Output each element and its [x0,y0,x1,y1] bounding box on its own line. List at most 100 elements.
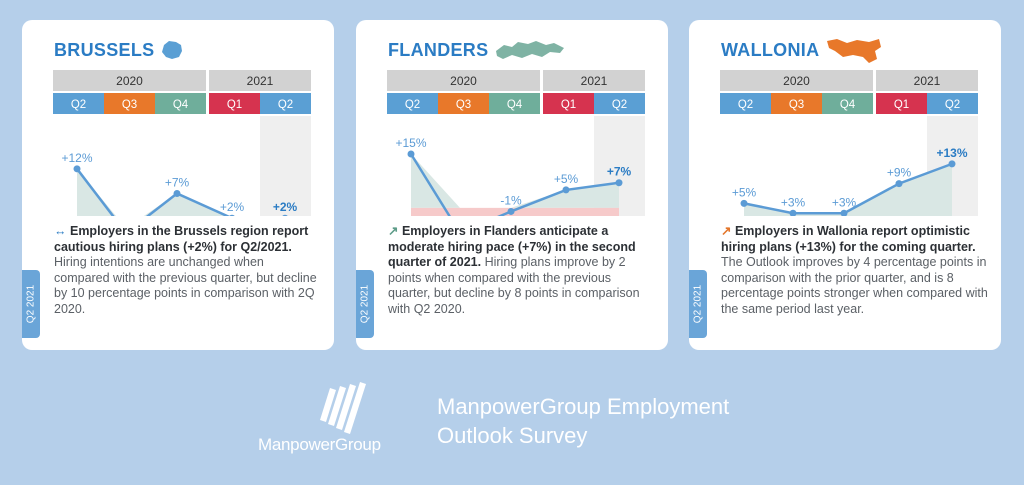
data-point [789,209,797,216]
wallonia-chart: 2020 2021 Q2 Q3 Q4 Q1 Q2 +5% +3% +3% +9% +13% [720,70,978,216]
quarter-label: Q4 [507,99,523,111]
quarter-cell [104,93,155,114]
data-label: -1% [115,215,137,216]
year-header-bar [543,70,645,91]
positive-area [744,163,952,216]
wallonia-title-row: WALLONIA [721,36,883,64]
data-label: +15% [395,136,426,150]
year-header-bar [876,70,978,91]
quarter-cell [260,93,311,114]
year-header-bar [720,70,873,91]
brussels-map-icon [162,41,183,59]
data-label: +13% [936,146,967,160]
year-label: 2020 [450,74,477,88]
flanders-map-icon [496,41,565,59]
flanders-card: FLANDERS 2020 2021 Q2 Q3 Q4 Q1 Q2 +15% -7% -1% +5%… [356,20,668,350]
survey-title-line1: ManpowerGroup Employment [437,394,730,419]
year-label: 2020 [116,74,143,88]
quarter-cell [489,93,540,114]
data-label: +7% [607,165,632,179]
data-point [615,179,623,187]
quarter-side-tab: Q2 2021 [689,270,707,338]
quarter-label: Q3 [122,99,137,111]
data-label: +5% [554,172,579,186]
year-header-bar [387,70,540,91]
quarter-cell [927,93,978,114]
quarter-cell [155,93,206,114]
data-point [73,165,81,173]
year-label: 2021 [581,74,608,88]
quarter-cell [594,93,645,114]
description-lead: Employers in the Brussels region report … [54,224,309,254]
quarter-label: Q2 [945,99,960,111]
description-body: The Outlook improves by 4 percentage poi… [721,255,988,316]
quarter-side-tab: Q2 2021 [22,270,40,338]
year-header-bar [209,70,311,91]
quarter-cell [720,93,771,114]
brussels-card: BRUSSELS 2020 2021 Q2 Q3 Q4 Q1 Q2 +12% -1% +7% +2%… [22,20,334,350]
negative-area [411,207,619,216]
data-point [740,199,748,207]
wallonia-card: WALLONIA 2020 2021 Q2 Q3 Q4 Q1 Q2 +5% +3% +3% +9% +… [689,20,1001,350]
side-tab-label: Q2 2021 [25,284,37,324]
up-right-arrow-icon: ↗ [388,224,399,238]
quarter-cell [543,93,594,114]
data-label: +5% [732,185,757,199]
quarter-cell [209,93,260,114]
year-label: 2020 [783,74,810,88]
data-point [840,209,848,216]
data-label: +12% [61,151,92,165]
brussels-description: ↔ Employers in the Brussels region repor… [54,224,322,317]
positive-area [77,168,228,216]
data-point [229,214,235,216]
region-title: BRUSSELS [54,39,155,60]
description-body: Hiring plans improve by 2 points when co… [388,255,640,316]
year-label: 2021 [914,74,941,88]
manpowergroup-logo-icon [320,382,366,434]
description-lead: Employers in Wallonia report optimistic … [721,224,976,254]
quarter-cell [438,93,489,114]
year-label: 2021 [247,74,274,88]
quarter-label: Q3 [456,99,471,111]
data-label: +3% [781,195,806,209]
flanders-description: ↗ Employers in Flanders anticipate a mod… [388,224,656,317]
description-body: Hiring intentions are unchanged when com… [54,255,317,316]
brussels-chart: 2020 2021 Q2 Q3 Q4 Q1 Q2 +12% -1% +7% +2% +2% [53,70,311,216]
data-point [562,186,570,194]
quarter-label: Q4 [173,99,189,111]
data-label: +7% [165,176,190,190]
data-point [173,190,181,197]
data-label: -1% [500,193,522,207]
side-tab-label: Q2 2021 [359,284,371,324]
survey-title-line2: Outlook Survey [437,423,588,448]
quarter-label: Q1 [227,99,242,111]
data-label: -7% [449,215,471,216]
side-tab-label: Q2 2021 [692,284,704,324]
up-right-arrow-icon: ↗ [721,224,732,238]
region-title: WALLONIA [721,39,820,60]
flanders-chart: 2020 2021 Q2 Q3 Q4 Q1 Q2 +15% -7% -1% +5% +7% [387,70,645,216]
brussels-title-row: BRUSSELS [54,36,184,64]
data-point [948,160,956,168]
quarter-label: Q2 [71,99,86,111]
current-quarter-highlight [260,116,311,216]
survey-title: ManpowerGroup Employment Outlook Survey [437,392,797,450]
wallonia-map-icon [827,39,882,63]
quarter-label: Q2 [612,99,627,111]
wallonia-description: ↗ Employers in Wallonia report optimisti… [721,224,989,317]
data-label: +2% [220,200,245,214]
quarter-label: Q1 [894,99,909,111]
quarter-side-tab: Q2 2021 [356,270,374,338]
quarter-label: Q1 [561,99,576,111]
quarter-cell [771,93,822,114]
quarter-label: Q2 [405,99,420,111]
data-point [507,207,515,215]
data-point [895,180,903,188]
quarter-label: Q3 [789,99,804,111]
quarter-cell [387,93,438,114]
description-lead: Employers in Flanders anticipate a moder… [388,224,636,269]
brand-name: ManpowerGroup [258,435,381,454]
quarter-cell [876,93,927,114]
flanders-title-row: FLANDERS [388,36,566,64]
quarter-cell [822,93,873,114]
